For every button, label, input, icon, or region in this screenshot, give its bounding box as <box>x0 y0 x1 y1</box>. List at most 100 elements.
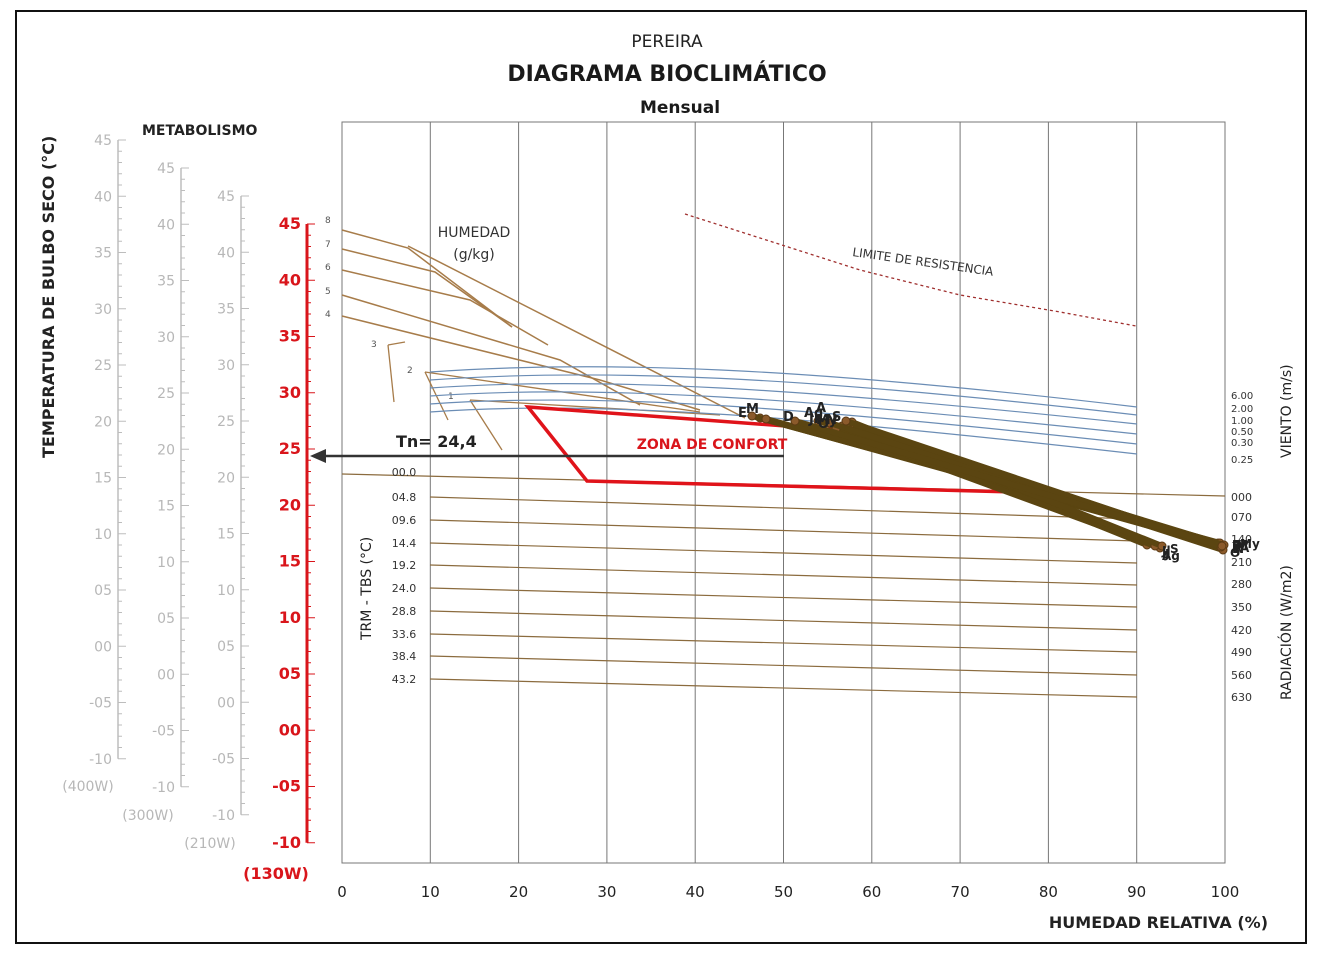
humidity-value-label: 7 <box>325 240 331 250</box>
metabolism-tick-label: 10 <box>157 555 175 571</box>
x-tick-label: 30 <box>597 883 616 901</box>
month-label: J <box>1164 547 1169 561</box>
radiation-value-label: 350 <box>1231 601 1252 614</box>
metabolism-tick-label: -05 <box>152 724 175 740</box>
month-label: E <box>1232 542 1240 556</box>
metabolism-tick-label: 05 <box>279 664 301 683</box>
chart-title: DIAGRAMA BIOCLIMÁTICO <box>507 61 826 87</box>
wind-axis-label: VIENTO (m/s) <box>1279 364 1295 458</box>
metabolism-tick-label: -05 <box>89 696 112 712</box>
wind-curve <box>429 391 1138 435</box>
metabolism-tick-label: 05 <box>217 639 235 655</box>
resistance-limit-label: LIMITE DE RESISTENCIA <box>852 245 996 279</box>
wind-curve <box>429 382 1138 425</box>
trm-line <box>429 496 1138 520</box>
radiation-value-label: 210 <box>1231 556 1252 569</box>
metabolism-tick-label: 25 <box>217 414 235 430</box>
trm-line <box>429 633 1138 653</box>
month-label: D <box>783 410 794 425</box>
metabolism-tick-label: 40 <box>279 270 301 289</box>
wind-value-label: 0.30 <box>1231 438 1253 449</box>
metabolism-tick-label: 10 <box>217 583 235 599</box>
metabolism-label: METABOLISMO <box>142 123 258 139</box>
trm-line <box>429 542 1138 564</box>
month-label: Ag <box>804 406 823 421</box>
wind-value-label: 0.50 <box>1231 427 1253 438</box>
radiation-value-label: 070 <box>1231 511 1252 524</box>
metabolism-tick-label: 10 <box>279 608 301 627</box>
trm-value-label: 09.6 <box>392 514 417 527</box>
month-label: S <box>832 410 841 425</box>
metabolism-tick-label: 25 <box>157 386 175 402</box>
x-tick-label: 60 <box>862 883 881 901</box>
metabolism-tick-label: 15 <box>94 471 112 487</box>
wind-value-label: 2.00 <box>1231 404 1253 415</box>
month-label: Jl <box>1161 544 1171 558</box>
month-point-end <box>1217 541 1227 551</box>
metabolism-tick-label: 00 <box>157 667 175 683</box>
humidity-line <box>387 344 395 403</box>
metabolism-tick-label: 35 <box>217 302 235 318</box>
x-tick-label: 100 <box>1211 883 1240 901</box>
metabolism-tick-label: 40 <box>217 245 235 261</box>
metabolism-tick-label: -10 <box>89 752 112 768</box>
month-point-start <box>825 418 835 428</box>
month-label: N <box>826 413 837 428</box>
humidity-envelope <box>407 245 746 419</box>
humidity-line <box>469 399 503 451</box>
month-label: O <box>818 417 829 432</box>
metabolism-tick-label: -10 <box>152 780 175 796</box>
metabolism-tick-label: 30 <box>217 358 235 374</box>
trm-value-label: 28.8 <box>392 605 417 618</box>
metabolism-tick-label: 00 <box>94 639 112 655</box>
metabolism-tick-label: 35 <box>279 327 301 346</box>
metabolism-tick-label: 45 <box>279 214 301 233</box>
metabolism-tick-label: 20 <box>279 495 301 514</box>
metabolism-tick-label: 35 <box>94 246 112 262</box>
humidity-value-label: 6 <box>325 263 331 273</box>
x-tick-label: 90 <box>1127 883 1146 901</box>
trm-line <box>429 678 1138 698</box>
month-label: E <box>738 406 747 421</box>
month-point-start <box>761 414 771 424</box>
tn-arrow-head <box>310 449 326 463</box>
radiation-value-label: 630 <box>1231 691 1252 704</box>
humidity-value-label: 4 <box>325 310 331 320</box>
trm-value-label: 19.2 <box>392 559 417 572</box>
resistance-limit-curve <box>684 213 1137 327</box>
metabolism-tick-label: 10 <box>94 527 112 543</box>
humidity-line <box>341 229 513 328</box>
humidity-unit-label: (g/kg) <box>453 247 495 263</box>
metabolism-tick-label: 25 <box>94 358 112 374</box>
trm-line <box>429 587 1138 608</box>
month-label: O <box>1230 546 1240 560</box>
metabolism-scale-name: (130W) <box>243 864 309 883</box>
trm-value-label: 24.0 <box>392 582 417 595</box>
wind-curve <box>429 366 1138 408</box>
humidity-label: HUMEDAD <box>438 225 511 241</box>
metabolism-tick-label: 30 <box>157 330 175 346</box>
humidity-line <box>341 294 641 406</box>
metabolism-tick-label: 30 <box>94 302 112 318</box>
metabolism-tick-label: 30 <box>279 383 301 402</box>
metabolism-scale-name: (300W) <box>122 808 174 824</box>
trm-line <box>429 564 1138 586</box>
humidity-line <box>341 269 549 346</box>
trm-line <box>429 610 1138 631</box>
metabolism-tick-label: 15 <box>157 499 175 515</box>
metabolism-tick-label: 45 <box>217 189 235 205</box>
tn-label: Tn= 24,4 <box>396 432 477 451</box>
month-label: M <box>1236 538 1248 552</box>
metabolism-tick-label: 45 <box>157 161 175 177</box>
trm-value-label: 14.4 <box>392 537 417 550</box>
radiation-value-label: 280 <box>1231 578 1252 591</box>
month-series-line <box>792 418 1225 549</box>
humidity-line <box>341 315 701 411</box>
comfort-zone-label: ZONA DE CONFORT <box>637 437 788 453</box>
month-label: N <box>1234 542 1244 556</box>
x-tick-label: 50 <box>774 883 793 901</box>
metabolism-tick-label: 00 <box>279 720 301 739</box>
humidity-value-label: 1 <box>448 392 454 402</box>
metabolism-tick-label: -10 <box>212 808 235 824</box>
month-label: A <box>816 401 826 416</box>
